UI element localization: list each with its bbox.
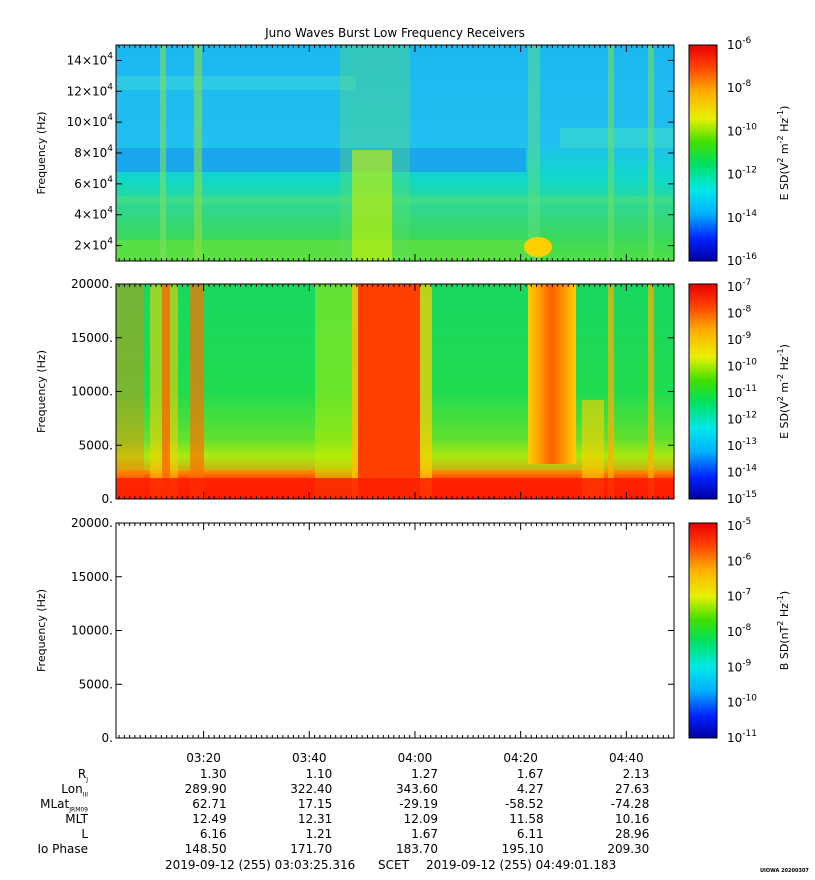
time-tick-label: 03:20	[186, 751, 221, 765]
ephemeris-value: 209.30	[607, 842, 650, 856]
ephemeris-value: 2.13	[622, 767, 650, 781]
colorbar-1-label: E SD(V2 m-2 Hz-1)	[776, 106, 791, 201]
ephemeris-row-label: MLatJRM09	[40, 797, 88, 814]
panel-1-spectrogram	[116, 45, 674, 261]
panel-1-ytick-label: 12×104	[67, 82, 114, 98]
colorbar-3	[688, 522, 718, 739]
ephemeris-value: 62.71	[192, 797, 227, 811]
colorbar-3-tick-label: 10-5	[727, 517, 751, 533]
panel-3-ytick-label: 10000.	[71, 624, 113, 638]
panel-3-ytick-label: 15000.	[71, 570, 113, 584]
ephemeris-value: 4.27	[516, 782, 544, 796]
ephemeris-value: 322.40	[290, 782, 333, 796]
ephemeris-value: 12.49	[192, 812, 227, 826]
time-range-start: 2019-09-12 (255) 03:03:25.316	[165, 858, 355, 872]
panel-1-ytick-label: 8×104	[74, 144, 113, 160]
time-tick-label: 04:20	[503, 751, 538, 765]
colorbar-3-tick-label: 10-8	[727, 623, 752, 639]
ephemeris-value: 1.27	[411, 767, 438, 781]
ephemeris-value: 6.11	[516, 827, 544, 841]
ephemeris-value: -58.52	[504, 797, 544, 811]
ephemeris-value: 6.16	[199, 827, 227, 841]
colorbar-2-tick-label: 10-7	[727, 278, 751, 294]
colorbar-2-tick-label: 10-11	[727, 384, 757, 400]
panel-2-ytick-label: 10000.	[71, 385, 113, 399]
ephemeris-value: 12.31	[297, 812, 333, 826]
chart-title: Juno Waves Burst Low Frequency Receivers	[264, 26, 525, 40]
colorbar-1-tick-label: 10-6	[727, 36, 752, 52]
colorbar-3-tick-label: 10-6	[727, 552, 752, 568]
ephemeris-value: 1.10	[305, 767, 333, 781]
ephemeris-value: 11.58	[509, 812, 544, 826]
colorbar-1-tick-label: 10-14	[727, 209, 757, 225]
ephemeris-row-label: RJ	[77, 767, 88, 784]
ephemeris-value: 10.16	[614, 812, 650, 826]
colorbar-2-label: E SD(V2 m-2 Hz-1)	[776, 344, 791, 439]
colorbar-3-tick-label: 10-9	[727, 658, 752, 674]
uiowa-stamp: UIOWA 20200307	[760, 868, 809, 874]
colorbar-2	[688, 283, 718, 500]
time-tick-label: 04:00	[398, 751, 433, 765]
colorbar-2-tick-label: 10-13	[727, 437, 757, 453]
ephemeris-row-label: MLT	[65, 812, 88, 826]
panel-2-ylabel: Frequency (Hz)	[35, 350, 48, 433]
panel-3-ytick-label: 5000.	[79, 677, 113, 691]
ephemeris-value: 12.09	[403, 812, 438, 826]
ephemeris-value: 148.50	[184, 842, 227, 856]
ephemeris-row-label: L	[81, 827, 88, 841]
colorbar-3-label: B SD(nT2 Hz-1)	[776, 591, 791, 670]
ephemeris-value: 17.15	[297, 797, 333, 811]
panel-1-ytick-label: 6×104	[74, 175, 113, 191]
ephemeris-value: -74.28	[610, 797, 650, 811]
time-range-mid: SCET	[378, 858, 410, 872]
panel-3-ylabel: Frequency (Hz)	[35, 589, 48, 672]
time-tick-label: 04:40	[609, 751, 644, 765]
ephemeris-value: 171.70	[290, 842, 333, 856]
colorbar-3-tick-label: 10-7	[727, 588, 751, 604]
colorbar-2-tick-label: 10-9	[727, 331, 752, 347]
colorbar-1	[688, 44, 718, 262]
panel-2-ytick-label: 5000.	[79, 438, 113, 452]
panel-1-ytick-label: 2×104	[74, 237, 113, 253]
time-range-end: 2019-09-12 (255) 04:49:01.183	[426, 858, 616, 872]
ephemeris-value: 27.63	[614, 782, 650, 796]
colorbar-1-tick-label: 10-8	[727, 79, 752, 95]
colorbar-3-tick-label: 10-10	[727, 694, 757, 710]
panel-1-ytick-label: 14×104	[67, 51, 114, 67]
time-tick-label: 03:40	[292, 751, 327, 765]
ephemeris-value: -29.19	[399, 797, 438, 811]
panel-3-ytick-label: 0.	[102, 731, 113, 745]
panel-2-spectrogram	[116, 284, 674, 499]
ephemeris-value: 195.10	[501, 842, 544, 856]
colorbar-2-tick-label: 10-10	[727, 358, 757, 374]
colorbar-2-tick-label: 10-12	[727, 411, 757, 427]
ephemeris-value: 28.96	[614, 827, 650, 841]
panel-3-frame	[115, 522, 675, 739]
panel-1-ylabel: Frequency (Hz)	[35, 112, 48, 195]
colorbar-2-tick-label: 10-15	[727, 490, 757, 506]
colorbar-2-tick-label: 10-14	[727, 464, 757, 480]
ephemeris-row-label: LonIII	[61, 782, 88, 799]
ephemeris-value: 183.70	[395, 842, 438, 856]
colorbar-1-tick-label: 10-10	[727, 122, 757, 138]
ephemeris-value: 1.30	[199, 767, 227, 781]
panel-2-ytick-label: 15000.	[71, 331, 113, 345]
ephemeris-value: 1.21	[305, 827, 333, 841]
panel-1-bursts	[160, 45, 654, 261]
colorbar-1-tick-label: 10-12	[727, 166, 757, 182]
colorbar-3-tick-label: 10-11	[727, 729, 757, 745]
ephemeris-value: 289.90	[184, 782, 227, 796]
panel-3-ytick-label: 20000.	[71, 516, 113, 530]
panel-2-ytick-label: 0.	[102, 492, 113, 506]
ephemeris-row-label: Io Phase	[37, 842, 88, 856]
panel-1-ytick-label: 4×104	[74, 206, 113, 222]
colorbar-2-tick-label: 10-8	[727, 305, 752, 321]
panel-2-ytick-label: 20000.	[71, 277, 113, 291]
ephemeris-value: 343.60	[395, 782, 438, 796]
ephemeris-value: 1.67	[516, 767, 544, 781]
panel-1-ytick-label: 10×104	[67, 113, 114, 129]
ephemeris-value: 1.67	[411, 827, 438, 841]
colorbar-1-tick-label: 10-16	[727, 252, 757, 268]
